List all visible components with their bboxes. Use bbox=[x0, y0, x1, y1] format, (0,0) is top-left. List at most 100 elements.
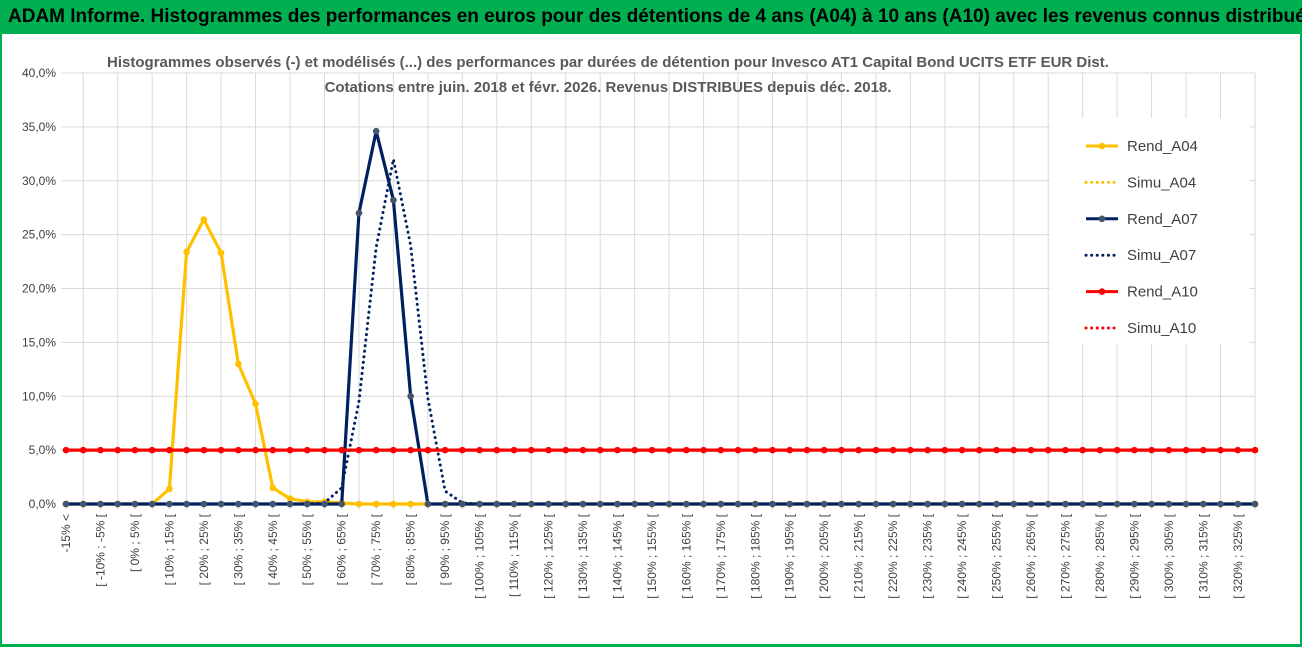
data-point-rend-a10 bbox=[407, 446, 414, 454]
data-point-rend-a07 bbox=[648, 500, 656, 508]
report-banner: ADAM Informe. Histogrammes des performan… bbox=[0, 0, 1302, 34]
data-point-rend-a07 bbox=[441, 500, 449, 508]
chart-frame bbox=[0, 34, 1302, 647]
x-tick-label: [ 210% ; 215% [ bbox=[852, 513, 866, 598]
data-point-rend-a04 bbox=[217, 249, 225, 257]
data-point-rend-a07 bbox=[1234, 500, 1242, 508]
data-point-rend-a10 bbox=[510, 446, 518, 454]
data-point-rend-a10 bbox=[941, 446, 949, 454]
data-point-rend-a10 bbox=[1096, 446, 1104, 454]
data-point-rend-a10 bbox=[286, 446, 294, 454]
data-point-rend-a04 bbox=[286, 495, 294, 502]
x-tick-label: [ 30% ; 35% [ bbox=[231, 513, 245, 585]
legend: Rend_A04 Simu_A04 Rend_A07 Simu_A07 Rend_A10… bbox=[1084, 138, 1198, 337]
data-point-rend-a10 bbox=[131, 446, 139, 454]
x-tick-label: [ 280% ; 285% [ bbox=[1093, 513, 1107, 598]
y-axis-ticks: 0,0% 5,0% 10,0% 15,0% 20,0% 25,0% 30,0% 35,0% 40… bbox=[22, 66, 56, 511]
y-tick-label: 20,0% bbox=[22, 282, 56, 296]
legend-label-rend-a07: Rend_A07 bbox=[1127, 211, 1198, 228]
data-point-rend-a07 bbox=[924, 500, 931, 508]
data-point-rend-a10 bbox=[648, 446, 656, 454]
data-point-rend-a07 bbox=[1182, 500, 1190, 508]
data-point-rend-a10 bbox=[838, 446, 845, 454]
x-tick-label: [ 150% ; 155% [ bbox=[645, 513, 659, 598]
data-point-rend-a07 bbox=[1251, 500, 1259, 508]
data-point-rend-a07 bbox=[579, 500, 587, 508]
data-point-rend-a07 bbox=[596, 500, 604, 508]
x-tick-label: [ 60% ; 65% [ bbox=[335, 513, 349, 585]
data-point-rend-a04 bbox=[252, 400, 259, 408]
data-point-rend-a07 bbox=[1010, 500, 1018, 508]
data-point-rend-a07 bbox=[855, 500, 862, 508]
data-point-rend-a07 bbox=[200, 500, 208, 508]
data-point-rend-a10 bbox=[717, 446, 725, 454]
data-point-rend-a10 bbox=[924, 446, 931, 454]
data-point-rend-a10 bbox=[1027, 446, 1035, 454]
data-point-rend-a10 bbox=[441, 446, 449, 454]
x-tick-label: [ 190% ; 195% [ bbox=[783, 513, 797, 598]
data-point-rend-a10 bbox=[1131, 446, 1138, 454]
data-point-rend-a07 bbox=[217, 500, 225, 508]
data-point-rend-a10 bbox=[79, 446, 87, 454]
data-point-rend-a07 bbox=[510, 500, 518, 508]
chart-title: Histogrammes observés (-) et modélisés (… bbox=[107, 54, 1109, 71]
data-point-rend-a10 bbox=[614, 446, 621, 454]
data-point-rend-a07 bbox=[183, 500, 190, 508]
x-tick-label: [ 0% ; 5% [ bbox=[128, 513, 142, 572]
y-tick-label: 25,0% bbox=[22, 228, 56, 242]
legend-label-simu-a04: Simu_A04 bbox=[1127, 174, 1196, 191]
data-point-rend-a10 bbox=[476, 446, 483, 454]
x-tick-label: -15% < bbox=[59, 514, 73, 552]
data-point-rend-a10 bbox=[855, 446, 862, 454]
data-point-rend-a10 bbox=[97, 446, 104, 454]
data-point-rend-a10 bbox=[303, 446, 311, 454]
data-point-rend-a07 bbox=[734, 500, 742, 508]
data-point-rend-a10 bbox=[1234, 446, 1242, 454]
data-point-rend-a10 bbox=[114, 446, 121, 454]
data-point-rend-a10 bbox=[734, 446, 742, 454]
x-tick-label: [ 220% ; 225% [ bbox=[886, 513, 900, 598]
legend-marker-rend-a04 bbox=[1098, 142, 1106, 150]
x-tick-label: [ 240% ; 245% [ bbox=[955, 513, 969, 598]
legend-label-rend-a04: Rend_A04 bbox=[1127, 138, 1198, 155]
data-point-rend-a04 bbox=[390, 500, 397, 508]
data-point-rend-a10 bbox=[596, 446, 604, 454]
x-tick-label: [ 310% ; 315% [ bbox=[1196, 513, 1210, 598]
data-point-rend-a07 bbox=[683, 500, 690, 508]
data-point-rend-a10 bbox=[200, 446, 208, 454]
x-tick-label: [ 40% ; 45% [ bbox=[266, 513, 280, 585]
data-point-rend-a10 bbox=[683, 446, 690, 454]
data-point-rend-a07 bbox=[235, 500, 242, 508]
data-point-rend-a10 bbox=[148, 446, 156, 454]
data-point-rend-a07 bbox=[717, 500, 725, 508]
data-point-rend-a07 bbox=[1027, 500, 1035, 508]
y-tick-label: 0,0% bbox=[29, 497, 57, 511]
data-point-rend-a07 bbox=[148, 500, 156, 508]
data-point-rend-a10 bbox=[700, 446, 707, 454]
data-point-rend-a10 bbox=[1113, 446, 1121, 454]
data-point-rend-a07 bbox=[459, 500, 466, 508]
x-tick-label: [ 120% ; 125% [ bbox=[541, 513, 555, 598]
x-tick-label: [ 160% ; 165% [ bbox=[679, 513, 693, 598]
y-tick-label: 30,0% bbox=[22, 174, 56, 188]
data-point-rend-a07 bbox=[321, 500, 328, 508]
data-point-rend-a10 bbox=[338, 446, 346, 454]
data-point-rend-a04 bbox=[183, 248, 190, 256]
data-point-rend-a10 bbox=[786, 446, 794, 454]
data-point-rend-a07 bbox=[372, 127, 380, 135]
data-point-rend-a07 bbox=[889, 500, 897, 508]
data-point-rend-a07 bbox=[941, 500, 949, 508]
data-point-rend-a04 bbox=[166, 485, 173, 493]
data-point-rend-a07 bbox=[303, 500, 311, 508]
x-tick-label: [ 50% ; 55% [ bbox=[300, 513, 314, 585]
data-point-rend-a10 bbox=[993, 446, 1000, 454]
data-point-rend-a07 bbox=[1148, 500, 1155, 508]
data-point-rend-a10 bbox=[545, 446, 552, 454]
banner-title: ADAM Informe. Histogrammes des performan… bbox=[8, 6, 1302, 27]
data-point-rend-a10 bbox=[235, 446, 242, 454]
data-point-rend-a07 bbox=[975, 500, 983, 508]
data-point-rend-a10 bbox=[269, 446, 277, 454]
data-point-rend-a07 bbox=[1096, 500, 1104, 508]
x-axis-ticks: -15% < [ -10% ; -5% [[ 0% ; 5% [[ 10% ; 1… bbox=[59, 513, 1245, 598]
data-point-rend-a07 bbox=[993, 500, 1000, 508]
